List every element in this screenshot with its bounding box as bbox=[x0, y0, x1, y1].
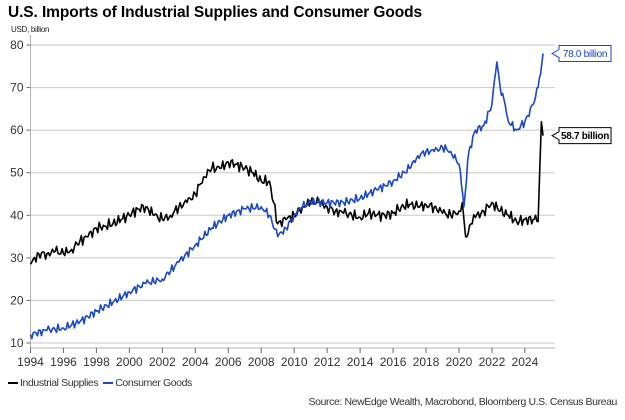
y-axis: 10 20 30 40 50 60 70 80 bbox=[10, 35, 31, 350]
legend-label: Industrial Supplies bbox=[20, 377, 99, 389]
y-tick-label: 70 bbox=[10, 81, 24, 95]
y-tick-label: 60 bbox=[10, 123, 24, 137]
x-tick-label: 2022 bbox=[479, 355, 506, 369]
x-tick-label: 2018 bbox=[413, 355, 440, 369]
y-tick-label: 40 bbox=[10, 208, 24, 222]
y-axis-unit-label: USD, billion bbox=[11, 25, 50, 34]
callout-label: 58.7 billion bbox=[561, 131, 609, 142]
x-tick-label: 1998 bbox=[83, 355, 110, 369]
series-lines bbox=[29, 53, 544, 340]
x-tick-label: 2000 bbox=[116, 355, 143, 369]
series-line-industrial-supplies bbox=[29, 120, 544, 265]
callout-industrial-supplies: 58.7 billion bbox=[551, 127, 612, 145]
x-tick-label: 2012 bbox=[314, 355, 341, 369]
series-line-consumer-goods bbox=[29, 53, 544, 340]
legend-swatch-consumer-goods bbox=[103, 382, 114, 384]
y-tick-label: 20 bbox=[10, 293, 24, 307]
callout-label: 78.0 billion bbox=[563, 49, 607, 60]
callout-box bbox=[551, 127, 612, 145]
legend-item-industrial-supplies: Industrial Supplies bbox=[8, 377, 99, 389]
x-tick-label: 2008 bbox=[248, 355, 275, 369]
chart-title: U.S. Imports of Industrial Supplies and … bbox=[8, 4, 423, 21]
x-tick-label: 2014 bbox=[347, 355, 374, 369]
x-tick-label: 2016 bbox=[380, 355, 407, 369]
source-note: Source: NewEdge Wealth, Macrobond, Bloom… bbox=[308, 396, 618, 408]
legend-item-consumer-goods: Consumer Goods bbox=[103, 377, 192, 389]
y-tick-label: 50 bbox=[10, 166, 24, 180]
callout-consumer-goods: 78.0 billion bbox=[551, 45, 612, 63]
x-tick-label: 2010 bbox=[281, 355, 308, 369]
x-tick-label: 1996 bbox=[50, 355, 77, 369]
value-callouts: 78.0 billion 58.7 billion bbox=[551, 45, 612, 145]
y-tick-label: 80 bbox=[10, 38, 24, 52]
x-tick-label: 2024 bbox=[512, 355, 539, 369]
x-tick-label: 2006 bbox=[215, 355, 242, 369]
x-tick-label: 1994 bbox=[17, 355, 44, 369]
x-tick-label: 2020 bbox=[446, 355, 473, 369]
y-tick-label: 10 bbox=[10, 336, 24, 350]
legend-swatch-industrial-supplies bbox=[8, 382, 18, 384]
x-axis: 1994 1996 1998 2000 2002 2004 2006 2008 2010 2012… bbox=[17, 347, 555, 369]
y-tick-label: 30 bbox=[10, 251, 24, 265]
x-tick-label: 2004 bbox=[182, 355, 209, 369]
gridlines bbox=[30, 44, 555, 344]
legend: Industrial Supplies Consumer Goods bbox=[8, 377, 197, 389]
x-tick-label: 2002 bbox=[149, 355, 176, 369]
callout-box bbox=[551, 45, 612, 63]
legend-label: Consumer Goods bbox=[115, 377, 192, 389]
